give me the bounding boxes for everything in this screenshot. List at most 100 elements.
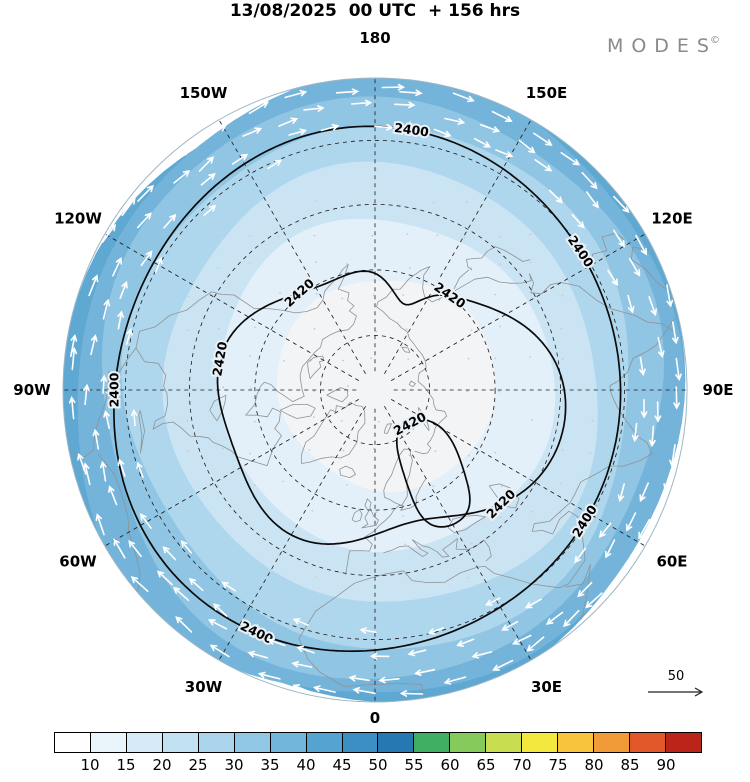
weak-wind-dot (372, 609, 375, 612)
weak-wind-dot (559, 263, 561, 265)
colorbar-cell (378, 733, 415, 752)
contour-label: 2400 (393, 120, 430, 140)
weak-wind-dot (315, 261, 317, 264)
weak-wind-dot (339, 571, 342, 574)
wind-arrow (180, 540, 192, 554)
meridian-label: 0 (370, 709, 380, 727)
coastline (138, 410, 145, 454)
wind-arrow (399, 690, 424, 697)
wind-arrow (617, 483, 625, 503)
coastline (565, 564, 591, 620)
weak-wind-dot (248, 234, 251, 237)
weak-wind-dot (283, 172, 286, 175)
weak-wind-dot (470, 329, 473, 331)
wind-arrow (394, 101, 416, 109)
wind-arrow (112, 256, 122, 277)
contour-2420-inner (395, 418, 471, 528)
wind-arrow (607, 269, 619, 287)
wind-arrow (175, 616, 193, 633)
meridian-line (218, 119, 366, 374)
wind-arrow (137, 184, 154, 202)
wind-arrow (473, 137, 492, 148)
wind-arrow (574, 547, 587, 564)
coastline (466, 246, 531, 271)
meridian-line (384, 119, 532, 374)
contour-2400 (113, 125, 622, 653)
wind-arrow (248, 101, 270, 114)
wind-arrow (444, 117, 466, 125)
colorbar-tick-label: 80 (584, 756, 604, 774)
wind-arrow (359, 627, 377, 634)
wind-arrow (485, 597, 501, 606)
wind-arrow (640, 399, 648, 419)
colorbar-cell (450, 733, 487, 752)
weak-wind-dot (312, 416, 315, 418)
colorbar-tick-label: 75 (548, 756, 568, 774)
weak-wind-dot (311, 509, 314, 512)
weak-wind-dot (342, 359, 345, 362)
meridian-label: 120W (54, 210, 102, 228)
meridian-line (384, 406, 532, 661)
weak-wind-dot (406, 233, 409, 236)
wind-arrow (672, 321, 679, 345)
wind-arrow (278, 117, 299, 127)
wind-arrow (172, 586, 190, 602)
weak-wind-dot (529, 356, 531, 358)
wind-arrow (121, 197, 136, 217)
latitude-circle (254, 269, 496, 511)
wind-arrow (284, 89, 308, 99)
wind-arrow (267, 638, 286, 647)
weak-wind-dot (313, 390, 315, 393)
colorbar-cell (234, 733, 271, 752)
weak-wind-dot (494, 451, 496, 454)
colorbar-cell (198, 733, 235, 752)
weak-wind-dot (467, 357, 470, 360)
weak-wind-dot (156, 358, 159, 361)
weak-wind-dot (283, 360, 285, 362)
wind-arrow (95, 513, 105, 536)
wind-arrow (407, 649, 427, 657)
wind-arrow (206, 124, 227, 138)
meridian-label: 180 (359, 29, 390, 47)
colorbar-cell (414, 733, 451, 752)
colorbar-tick-label: 35 (260, 756, 280, 774)
modes-logo-text: MODES (606, 35, 717, 57)
weak-wind-dot (248, 261, 251, 264)
weak-wind-dot (530, 419, 533, 421)
weak-wind-dot (494, 357, 497, 360)
wind-arrow (291, 660, 313, 668)
wind-arrow (108, 485, 118, 506)
weak-wind-dot (588, 485, 591, 488)
weak-wind-dot (528, 481, 531, 484)
weak-wind-dot (466, 576, 469, 579)
wind-arrow (119, 280, 128, 299)
weak-wind-dot (499, 263, 502, 266)
colorbar-cell (522, 733, 559, 752)
colorbar-tick-label: 40 (296, 756, 316, 774)
colorbar-tick-label: 15 (116, 756, 136, 774)
coastline (339, 465, 356, 478)
wind-arrow (117, 458, 126, 477)
weak-wind-dot (589, 452, 592, 454)
weak-wind-dot (499, 516, 502, 519)
weak-wind-dot (378, 420, 380, 423)
colorbar-tick-label: 30 (224, 756, 244, 774)
colorbar-cell (342, 733, 379, 752)
weak-wind-dot (402, 515, 404, 517)
wind-arrow (162, 546, 177, 561)
weak-wind-dot (283, 604, 285, 606)
weak-wind-dot (595, 326, 597, 329)
weak-wind-dot (466, 390, 469, 393)
weak-wind-dot (373, 201, 375, 204)
wind-arrow (374, 123, 394, 131)
wind-arrow (524, 598, 542, 609)
colorbar-cell (630, 733, 666, 752)
weak-wind-dot (498, 390, 501, 393)
wind-arrow (639, 482, 649, 503)
weak-wind-dot (468, 454, 470, 457)
weak-wind-dot (469, 486, 471, 488)
wind-arrow (154, 256, 163, 273)
wind-arrow (673, 386, 680, 410)
modes-logo: MODES© (607, 35, 720, 57)
wind-arrow (605, 539, 616, 559)
